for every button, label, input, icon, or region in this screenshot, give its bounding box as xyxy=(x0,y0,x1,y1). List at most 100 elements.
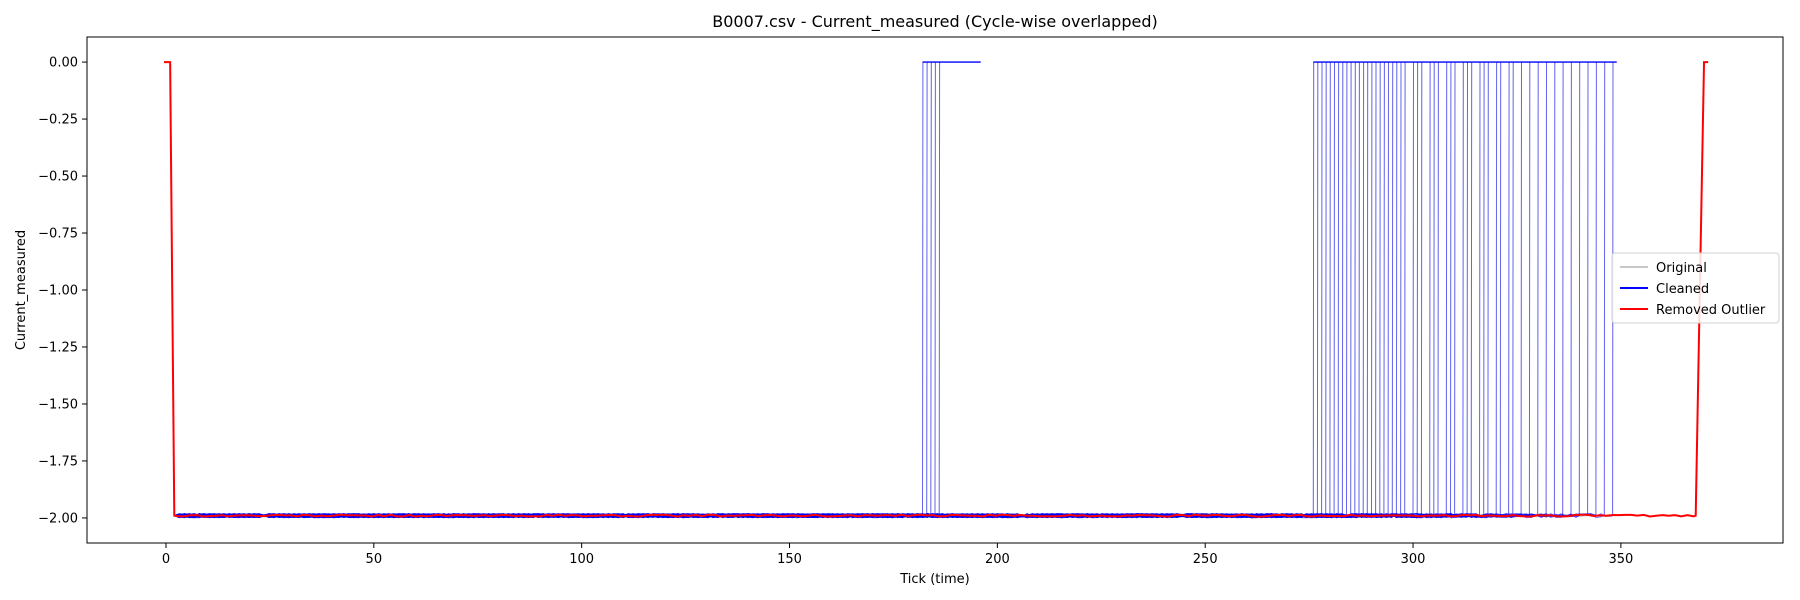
series-original-line xyxy=(166,61,1340,518)
series-original-line xyxy=(166,61,1564,518)
x-tick-label: 200 xyxy=(985,552,1010,567)
series-cleaned-line xyxy=(166,61,1315,519)
series-cleaned-line xyxy=(166,61,1319,519)
series-cleaned-line xyxy=(166,61,1381,519)
series-removed-outlier-line xyxy=(163,61,1709,518)
series-original-line xyxy=(166,61,1439,518)
series-original-line xyxy=(166,61,1385,518)
x-tick-label: 100 xyxy=(569,552,594,567)
x-tick-label: 50 xyxy=(366,552,383,567)
series-cleaned-line xyxy=(166,61,1431,519)
series-cleaned-line xyxy=(166,61,1489,519)
series-original-line xyxy=(166,61,1423,518)
series-cleaned-line xyxy=(166,61,1564,519)
series-original-line xyxy=(166,61,1352,518)
series-original-line xyxy=(166,61,1464,518)
series-original-line xyxy=(166,61,1539,518)
series-original-line xyxy=(166,61,1473,518)
series-original-line xyxy=(166,61,1589,518)
series-original-line xyxy=(166,61,1489,518)
series-original-line xyxy=(166,61,1485,518)
series-cleaned-line xyxy=(166,61,1614,519)
series-cleaned-line xyxy=(166,61,1452,519)
series-cleaned-line xyxy=(166,61,1481,519)
series-cleaned-line xyxy=(166,61,1344,519)
series-original-line xyxy=(166,61,1394,518)
series-cleaned-line xyxy=(166,61,1414,519)
series-cleaned-line xyxy=(166,61,1502,519)
series-original-line xyxy=(166,61,1377,518)
series-cleaned-line xyxy=(166,61,1406,519)
series-original-line xyxy=(166,61,1414,518)
series-original-line xyxy=(166,61,1381,518)
series-cleaned-line xyxy=(166,61,1572,519)
y-tick-label: 0.00 xyxy=(49,56,78,71)
series-cleaned-line xyxy=(166,61,1348,519)
series-cleaned-line xyxy=(166,61,1435,519)
series-cleaned-line xyxy=(166,61,1398,519)
series-cleaned-line xyxy=(166,61,924,519)
series-cleaned-line xyxy=(166,61,1323,519)
series-original-line xyxy=(166,61,1331,518)
series-cleaned-line xyxy=(166,61,1402,519)
series-original-line xyxy=(166,61,1319,518)
series-cleaned-line xyxy=(166,61,1547,519)
series-original-line xyxy=(166,61,1452,518)
series-cleaned-line xyxy=(166,61,928,519)
series-original-line xyxy=(166,61,1369,518)
series-cleaned-line xyxy=(166,61,1373,519)
series-cleaned-line xyxy=(166,61,1510,519)
series-original-line xyxy=(166,61,1456,518)
y-tick-label: −0.50 xyxy=(38,170,78,185)
legend-label: Cleaned xyxy=(1656,282,1709,297)
series-cleaned-line xyxy=(166,61,1335,519)
series-original-line xyxy=(166,61,932,518)
series-original-line xyxy=(166,61,1398,518)
series-original-line xyxy=(166,61,1614,518)
x-axis-label: Tick (time) xyxy=(899,572,969,587)
series-cleaned-line xyxy=(166,61,1464,519)
series-cleaned-line xyxy=(166,61,1385,519)
legend-label: Removed Outlier xyxy=(1656,303,1766,318)
y-tick-label: −1.75 xyxy=(38,454,78,469)
series-original-line xyxy=(166,61,1348,518)
series-original-line xyxy=(166,61,1572,518)
series-cleaned-line xyxy=(166,61,936,519)
x-tick-label: 0 xyxy=(162,552,170,567)
series-original-line xyxy=(166,61,1365,518)
x-tick-label: 250 xyxy=(1193,552,1218,567)
y-axis: 0.00 −0.25 −0.50 −0.75 −1.00 −1.25 −1.50 −1.75 −… xyxy=(38,56,87,526)
series-original-line xyxy=(166,61,941,518)
series-cleaned-line xyxy=(166,61,1597,519)
series-original-line xyxy=(166,61,1402,518)
series-original-line xyxy=(166,61,1335,518)
series-cleaned-line xyxy=(166,61,1394,519)
series-original-line xyxy=(166,61,1315,518)
y-tick-label: −1.25 xyxy=(38,340,78,355)
chart-title: B0007.csv - Current_measured (Cycle-wise… xyxy=(712,12,1157,32)
series-original-line xyxy=(166,61,924,518)
x-axis: 0 50 100 150 200 250 300 350 xyxy=(162,543,1633,567)
series-cleaned-line xyxy=(166,61,1377,519)
series-original-line xyxy=(166,61,1356,518)
series-original-line xyxy=(166,61,1344,518)
series-cleaned-line xyxy=(166,61,1473,519)
y-tick-label: −1.50 xyxy=(38,397,78,412)
series-cleaned-line xyxy=(166,61,1365,519)
series-cleaned-line xyxy=(166,61,1331,519)
legend: Original Cleaned Removed Outlier xyxy=(1611,252,1780,324)
x-tick-label: 350 xyxy=(1608,552,1633,567)
series-original-line xyxy=(166,61,1327,518)
x-tick-label: 150 xyxy=(777,552,802,567)
series-cleaned-line xyxy=(166,61,941,519)
series-cleaned-line xyxy=(166,61,1369,519)
series-cleaned-line xyxy=(166,61,1340,519)
series-original-line xyxy=(166,61,1373,518)
series-cleaned-line xyxy=(166,61,1439,519)
series-cleaned-line xyxy=(166,61,1485,519)
series-cleaned-line xyxy=(166,61,1589,519)
series-original-line xyxy=(166,61,1448,518)
series-cleaned-line xyxy=(166,61,1389,519)
